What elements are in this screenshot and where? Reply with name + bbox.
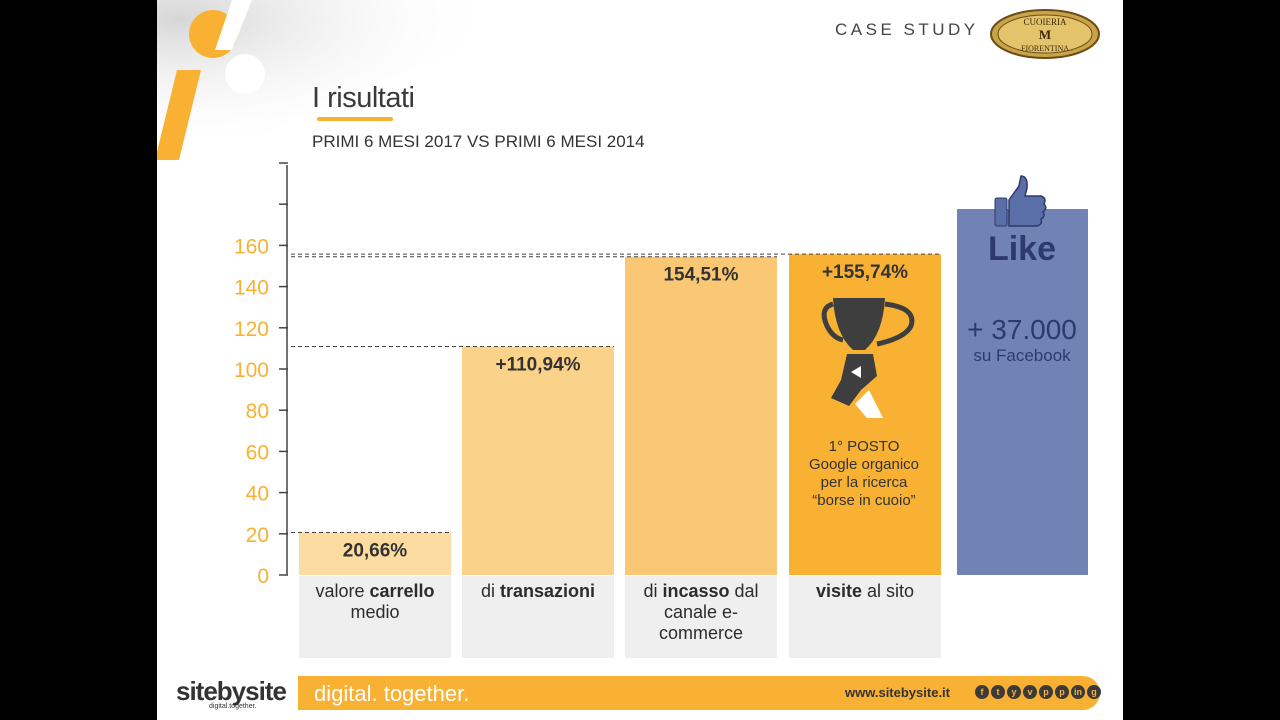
- footer-bar: [298, 676, 1100, 710]
- social-icon[interactable]: p: [1055, 685, 1069, 699]
- social-icon[interactable]: in: [1071, 685, 1085, 699]
- facebook-text: su Facebook: [973, 346, 1071, 365]
- ranking-line-4: “borse in cuoio”: [812, 492, 916, 509]
- decor-orange-stroke: [157, 70, 201, 160]
- decor-white-circle: [225, 54, 265, 94]
- facebook-bar: [957, 209, 1088, 575]
- category-label: visite al sito: [815, 581, 915, 601]
- footer-website: www.sitebysite.it: [845, 685, 950, 700]
- ranking-line-3: per la ricerca: [820, 474, 908, 491]
- page-subtitle: PRIMI 6 MESI 2017 VS PRIMI 6 MESI 2014: [312, 132, 645, 151]
- ranking-line-2: Google organico: [808, 456, 920, 473]
- bar-2: [462, 346, 614, 575]
- bar-3: [625, 256, 777, 575]
- category-label: di incasso dal canale e-commerce: [643, 581, 759, 643]
- social-icon[interactable]: v: [1023, 685, 1037, 699]
- social-icon[interactable]: f: [975, 685, 989, 699]
- category-label-bg: [462, 576, 614, 658]
- sitebysite-logo-sub: digital.together.: [209, 703, 257, 710]
- decor-white-stroke: [215, 0, 252, 50]
- y-tick-label: 140: [234, 277, 269, 300]
- y-tick-label: 80: [246, 400, 269, 423]
- category-label-bg: [625, 576, 777, 658]
- logo-bottom-text: FIORENTINA: [1021, 44, 1069, 53]
- background-decoration: [157, 0, 617, 190]
- social-icon[interactable]: p: [1039, 685, 1053, 699]
- google-ranking-note: 1° POSTO Google organico per la ricerca …: [788, 438, 940, 510]
- bar-value-label: 20,66%: [343, 540, 408, 561]
- thumbs-up-icon: [994, 175, 1047, 227]
- y-tick-label: 0: [257, 565, 269, 588]
- category-label: di transazioni: [480, 581, 596, 601]
- trophy-icon: [821, 298, 915, 418]
- bar-value-label: +110,94%: [495, 354, 580, 375]
- logo-top-text: CUOIERIA: [1024, 17, 1067, 27]
- y-tick-label: 120: [234, 318, 269, 341]
- y-tick-label: 20: [246, 524, 269, 547]
- bar-chart: 20,66% +110,94% 154,51% +155,74% 0 20 40 60 80 1…: [234, 162, 1088, 658]
- ranking-line-1: 1° POSTO: [828, 438, 900, 455]
- social-icon[interactable]: t: [991, 685, 1005, 699]
- category-label-bg: [789, 576, 941, 658]
- facebook-count: + 37.000: [967, 314, 1077, 345]
- y-tick-label: 60: [246, 441, 269, 464]
- title-underline: [317, 117, 393, 121]
- slide: CASE STUDY CUOIERIA M FIORENTINA I risul…: [157, 0, 1123, 720]
- case-study-label: CASE STUDY: [835, 20, 979, 39]
- y-tick-label: 100: [234, 359, 269, 382]
- social-icon[interactable]: y: [1007, 685, 1021, 699]
- footer-tagline: digital. together.: [314, 681, 470, 706]
- social-icon[interactable]: g: [1087, 685, 1101, 699]
- like-text: Like: [987, 230, 1057, 268]
- y-tick-label: 160: [234, 235, 269, 258]
- logo-monogram: M: [1039, 27, 1051, 42]
- facebook-count-block: + 37.000 su Facebook: [957, 314, 1087, 366]
- bar-value-label: +155,74%: [822, 262, 908, 283]
- cuoieria-fiorentina-logo: CUOIERIA M FIORENTINA: [990, 9, 1100, 59]
- category-label: valore carrello medio: [315, 581, 435, 622]
- bar-value-label: 154,51%: [663, 265, 738, 286]
- bar-1: [299, 532, 451, 575]
- facebook-like-title: Like: [957, 230, 1087, 269]
- category-label-bg: [299, 576, 451, 658]
- sitebysite-logo: sitebysite: [176, 676, 287, 706]
- y-tick-label: 40: [246, 483, 269, 506]
- page-title: I risultati: [312, 82, 415, 114]
